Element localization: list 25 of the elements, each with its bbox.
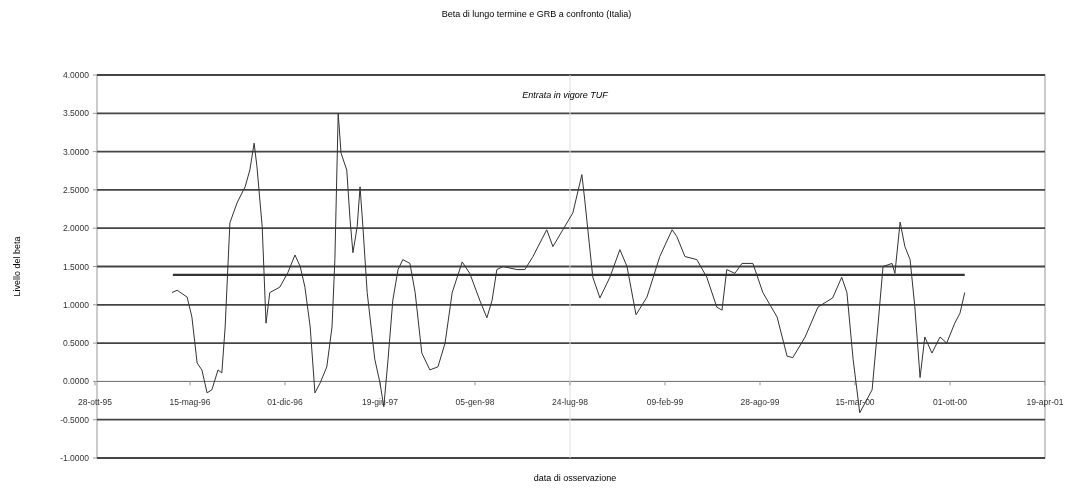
x-tick-label: 24-lug-98: [552, 397, 589, 408]
y-tick-label: -0.5000: [60, 414, 90, 425]
y-tick-label: 2.5000: [63, 184, 90, 195]
x-tick-label: 01-dic-96: [267, 397, 303, 408]
y-tick-label: 1.5000: [63, 261, 90, 272]
chart-title: Beta di lungo termine e GRB a confronto (Italia): [441, 9, 632, 19]
x-tick-label: 15-mag-96: [169, 397, 211, 408]
x-tick-label: 28-ago-99: [740, 397, 780, 408]
line-series: [171, 112, 966, 414]
y-tick-label: 0.0000: [63, 376, 90, 387]
ref-line-label: Entrata in vigore TUF: [522, 90, 609, 100]
y-tick-label: 1.0000: [63, 299, 90, 310]
x-tick-label: 19-apr-01: [1026, 397, 1064, 408]
y-tick-label: -1.0000: [60, 453, 90, 463]
x-axis-title: data di osservazione: [533, 473, 617, 483]
x-tick-label: 28-ott-95: [77, 397, 113, 408]
x-tick-label: 05-gen-98: [455, 397, 495, 408]
y-tick-label: 2.0000: [63, 223, 90, 234]
y-axis-title: Livello del beta: [12, 236, 22, 297]
x-tick-label: 01-ott-00: [932, 397, 968, 408]
x-tick-label: 09-feb-99: [646, 397, 684, 408]
y-tick-label: 3.0000: [63, 146, 90, 157]
y-tick-label: 4.0000: [63, 70, 90, 80]
y-tick-label: 3.5000: [63, 108, 90, 119]
y-tick-label: 0.5000: [63, 338, 90, 349]
